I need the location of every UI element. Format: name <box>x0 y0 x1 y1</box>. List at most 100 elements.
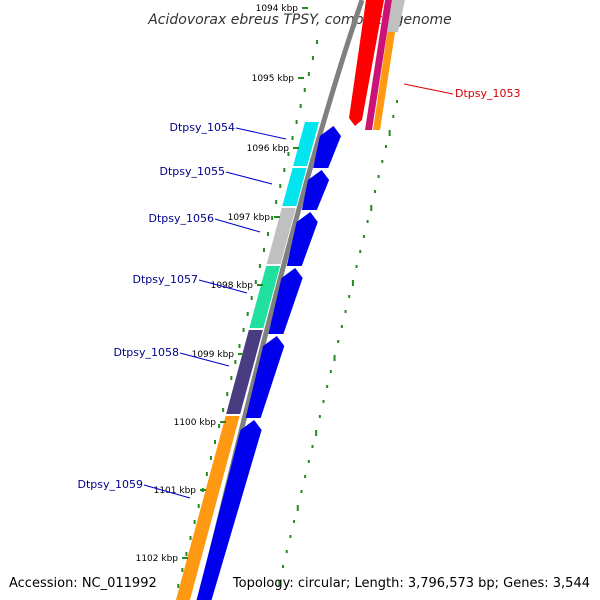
gc-dot <box>370 205 373 211</box>
gene-label: Dtpsy_1057 <box>132 273 198 286</box>
gc-dot <box>242 328 245 332</box>
cog-segment <box>266 208 296 264</box>
gc-dot <box>230 376 233 380</box>
tick-label: 1098 kbp <box>211 281 254 291</box>
gc-dot <box>205 472 208 476</box>
gc-dot <box>226 392 229 396</box>
gc-dot <box>250 296 253 300</box>
gc-dot <box>282 565 285 568</box>
gene-leader-line <box>225 171 273 185</box>
cog-segment <box>249 266 281 328</box>
gc-dot <box>289 535 292 538</box>
tick-label: 1099 kbp <box>192 350 235 360</box>
gene-label: Dtpsy_1059 <box>77 478 143 491</box>
gc-dot <box>377 175 380 178</box>
cds-arrow <box>301 170 330 210</box>
gc-dot <box>322 400 325 403</box>
cds-arrow <box>313 126 341 168</box>
gc-dot <box>267 232 270 236</box>
tick-mark <box>200 489 206 491</box>
gc-dot <box>373 190 376 193</box>
cog-segment <box>282 168 307 206</box>
gc-dot <box>348 295 351 298</box>
gc-dot <box>278 580 281 586</box>
gc-dot <box>307 460 310 463</box>
accession-text: Accession: NC_011992 <box>9 576 157 591</box>
red-gene-block <box>349 0 384 126</box>
gc-dot <box>362 235 365 238</box>
gc-dot <box>304 475 307 478</box>
gc-dot <box>326 385 329 388</box>
gc-dot <box>291 136 294 140</box>
gc-dot <box>296 505 299 511</box>
tick-label: 1096 kbp <box>247 144 290 154</box>
tick-label: 1102 kbp <box>136 554 179 564</box>
gc-dot <box>300 490 303 493</box>
gc-dots-outer <box>278 100 398 586</box>
gene-leader-line <box>179 352 230 367</box>
cds-arrow <box>196 420 262 600</box>
magenta-gene-strip <box>365 0 392 130</box>
scale-ticks: 1094 kbp 1095 kbp 1096 kbp 1097 kbp 1098 kbp… <box>136 4 308 564</box>
tick-mark <box>220 421 226 423</box>
gc-dot <box>329 370 332 373</box>
gc-dot <box>209 456 212 460</box>
gray-gene-strip <box>387 0 405 32</box>
gc-dot <box>283 168 286 172</box>
gene-label: Dtpsy_1054 <box>169 121 235 134</box>
gc-dot <box>254 280 257 284</box>
gene-leader-line <box>214 218 261 233</box>
gene-label: Dtpsy_1058 <box>113 346 179 359</box>
gc-dot <box>285 550 288 553</box>
gene-label: Dtpsy_1053 <box>455 87 521 100</box>
gene-leader-line <box>235 127 287 140</box>
gc-dot <box>340 325 343 328</box>
gene-labels: Dtpsy_1053 Dtpsy_1054 Dtpsy_1055 Dtpsy_1056… <box>77 83 521 499</box>
gc-dot <box>344 310 347 313</box>
gc-dot <box>234 360 237 364</box>
gc-dot <box>337 340 340 343</box>
gc-dot <box>333 355 336 361</box>
gc-dot <box>299 104 302 108</box>
cds-forward-band <box>196 126 341 600</box>
gc-dot <box>316 40 318 44</box>
cog-segment <box>293 122 319 166</box>
gc-dot <box>275 200 278 204</box>
gc-dot <box>177 584 180 588</box>
gc-dot <box>218 424 221 428</box>
gc-dot <box>366 220 369 223</box>
gc-dots-inner <box>177 40 318 588</box>
cds-arrow <box>268 268 303 334</box>
gene-leader-line <box>198 279 248 294</box>
tick-label: 1100 kbp <box>174 418 217 428</box>
cog-segment <box>226 330 263 414</box>
tick-mark <box>182 557 188 559</box>
tick-mark <box>238 353 244 355</box>
cog-segment <box>175 416 240 600</box>
tick-mark <box>274 216 280 218</box>
gene-label: Dtpsy_1055 <box>159 165 225 178</box>
tick-mark <box>257 284 263 286</box>
gc-dot <box>189 536 192 540</box>
gc-dot <box>193 520 196 524</box>
gc-dot <box>381 160 384 163</box>
gc-dot <box>359 250 362 253</box>
gc-dot <box>238 344 241 348</box>
gc-dot <box>246 312 249 316</box>
top-feature-group <box>349 0 405 130</box>
gc-dot <box>222 408 225 412</box>
gc-dot <box>396 100 398 103</box>
gene-leader-line <box>143 484 191 499</box>
gc-dot <box>293 520 296 523</box>
gene-label: Dtpsy_1056 <box>148 212 214 225</box>
gc-dot <box>311 445 314 448</box>
cds-arrow <box>245 336 285 418</box>
gc-dot <box>384 145 387 148</box>
gc-dot <box>388 130 391 136</box>
gc-dot <box>307 72 310 76</box>
tick-label: 1101 kbp <box>154 486 197 496</box>
tick-mark <box>302 7 308 9</box>
gc-dot <box>279 184 282 188</box>
gc-dot <box>185 552 188 556</box>
gc-dot <box>262 248 265 252</box>
